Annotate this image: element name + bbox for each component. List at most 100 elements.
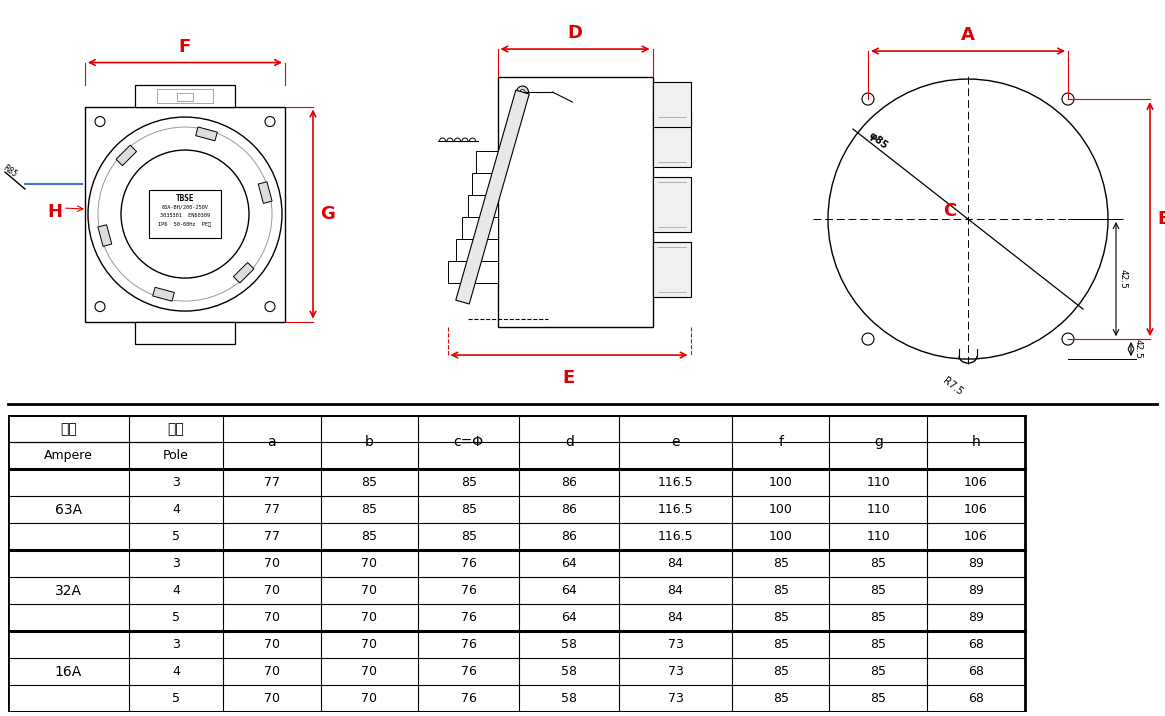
Bar <box>497 77 652 327</box>
Text: 70: 70 <box>361 692 377 705</box>
Text: 16A: 16A <box>55 665 82 679</box>
Text: f: f <box>778 435 783 450</box>
Circle shape <box>96 301 105 311</box>
Circle shape <box>828 79 1108 359</box>
Text: 73: 73 <box>668 665 684 678</box>
Text: 85: 85 <box>361 476 377 489</box>
Text: 110: 110 <box>867 476 890 489</box>
Text: 极数: 极数 <box>168 422 184 436</box>
Text: 58: 58 <box>562 665 578 678</box>
Text: 85: 85 <box>870 639 887 652</box>
Circle shape <box>1062 333 1074 345</box>
Text: D: D <box>567 24 582 42</box>
Bar <box>475 151 497 173</box>
Circle shape <box>264 117 275 127</box>
Text: 116.5: 116.5 <box>658 476 693 489</box>
Text: A: A <box>961 26 975 44</box>
Text: 42.5: 42.5 <box>1134 339 1143 359</box>
Bar <box>652 82 691 127</box>
Text: 77: 77 <box>263 503 280 516</box>
Text: c=Φ: c=Φ <box>453 435 483 450</box>
Text: 63A-BH/200-250V: 63A-BH/200-250V <box>162 205 209 210</box>
Bar <box>116 145 136 165</box>
Bar <box>461 217 497 239</box>
Text: IP6  50-60Hz  PE标: IP6 50-60Hz PE标 <box>158 221 212 226</box>
Bar <box>8 415 1025 712</box>
Circle shape <box>862 93 874 105</box>
Text: 106: 106 <box>965 503 988 516</box>
Text: 106: 106 <box>965 531 988 543</box>
Text: G: G <box>320 205 334 223</box>
Text: 68: 68 <box>968 692 984 705</box>
Text: 70: 70 <box>263 665 280 678</box>
Circle shape <box>862 333 874 345</box>
Text: 42.5: 42.5 <box>1120 269 1128 289</box>
Text: 73: 73 <box>668 639 684 652</box>
Text: 70: 70 <box>263 584 280 597</box>
Text: 77: 77 <box>263 476 280 489</box>
Text: 58: 58 <box>562 639 578 652</box>
Text: 70: 70 <box>263 557 280 571</box>
Text: h: h <box>972 435 980 450</box>
Bar <box>135 84 235 107</box>
Circle shape <box>98 127 271 301</box>
Text: 64: 64 <box>562 611 577 624</box>
Text: 安培: 安培 <box>61 422 77 436</box>
Text: g: g <box>874 435 883 450</box>
Bar <box>472 173 497 195</box>
Circle shape <box>89 117 282 311</box>
Text: Ampere: Ampere <box>44 450 93 463</box>
Circle shape <box>516 86 529 98</box>
Text: d: d <box>565 435 573 450</box>
Bar <box>157 89 213 102</box>
Text: 85: 85 <box>772 639 789 652</box>
Text: 86: 86 <box>562 503 577 516</box>
Text: 70: 70 <box>361 665 377 678</box>
Text: 84: 84 <box>668 584 684 597</box>
Text: R7.5: R7.5 <box>941 376 965 397</box>
Text: 84: 84 <box>668 557 684 571</box>
Text: 89: 89 <box>968 557 984 571</box>
Text: 100: 100 <box>769 503 792 516</box>
Text: 73: 73 <box>668 692 684 705</box>
Bar <box>135 321 235 344</box>
Text: E: E <box>563 369 576 387</box>
Bar <box>153 287 175 301</box>
Text: 85: 85 <box>772 584 789 597</box>
Text: 85: 85 <box>772 611 789 624</box>
Circle shape <box>264 301 275 311</box>
Text: TBSE: TBSE <box>176 193 195 203</box>
Circle shape <box>520 90 525 95</box>
Text: 68: 68 <box>968 665 984 678</box>
Text: 64: 64 <box>562 584 577 597</box>
Text: 70: 70 <box>263 639 280 652</box>
Bar <box>149 190 221 238</box>
Bar <box>196 127 218 141</box>
Text: 68: 68 <box>968 639 984 652</box>
Text: φ85: φ85 <box>867 130 890 152</box>
Text: H: H <box>48 203 63 221</box>
Text: 70: 70 <box>361 584 377 597</box>
Text: Pole: Pole <box>163 450 189 463</box>
Text: 89: 89 <box>968 584 984 597</box>
Text: 4: 4 <box>172 584 179 597</box>
Polygon shape <box>456 90 529 304</box>
Bar <box>652 177 691 232</box>
Text: 76: 76 <box>461 665 476 678</box>
Text: 77: 77 <box>263 531 280 543</box>
Text: 85: 85 <box>870 665 887 678</box>
Bar <box>652 112 691 167</box>
Bar <box>456 239 497 261</box>
Text: 4: 4 <box>172 503 179 516</box>
Bar <box>98 225 112 246</box>
Text: 85: 85 <box>870 611 887 624</box>
Bar <box>233 263 254 283</box>
Text: 86: 86 <box>562 531 577 543</box>
Text: 70: 70 <box>361 639 377 652</box>
Text: 116.5: 116.5 <box>658 531 693 543</box>
Text: 76: 76 <box>461 639 476 652</box>
Text: 3: 3 <box>172 639 179 652</box>
Text: 116.5: 116.5 <box>658 503 693 516</box>
Bar <box>652 242 691 297</box>
Text: 89: 89 <box>968 611 984 624</box>
